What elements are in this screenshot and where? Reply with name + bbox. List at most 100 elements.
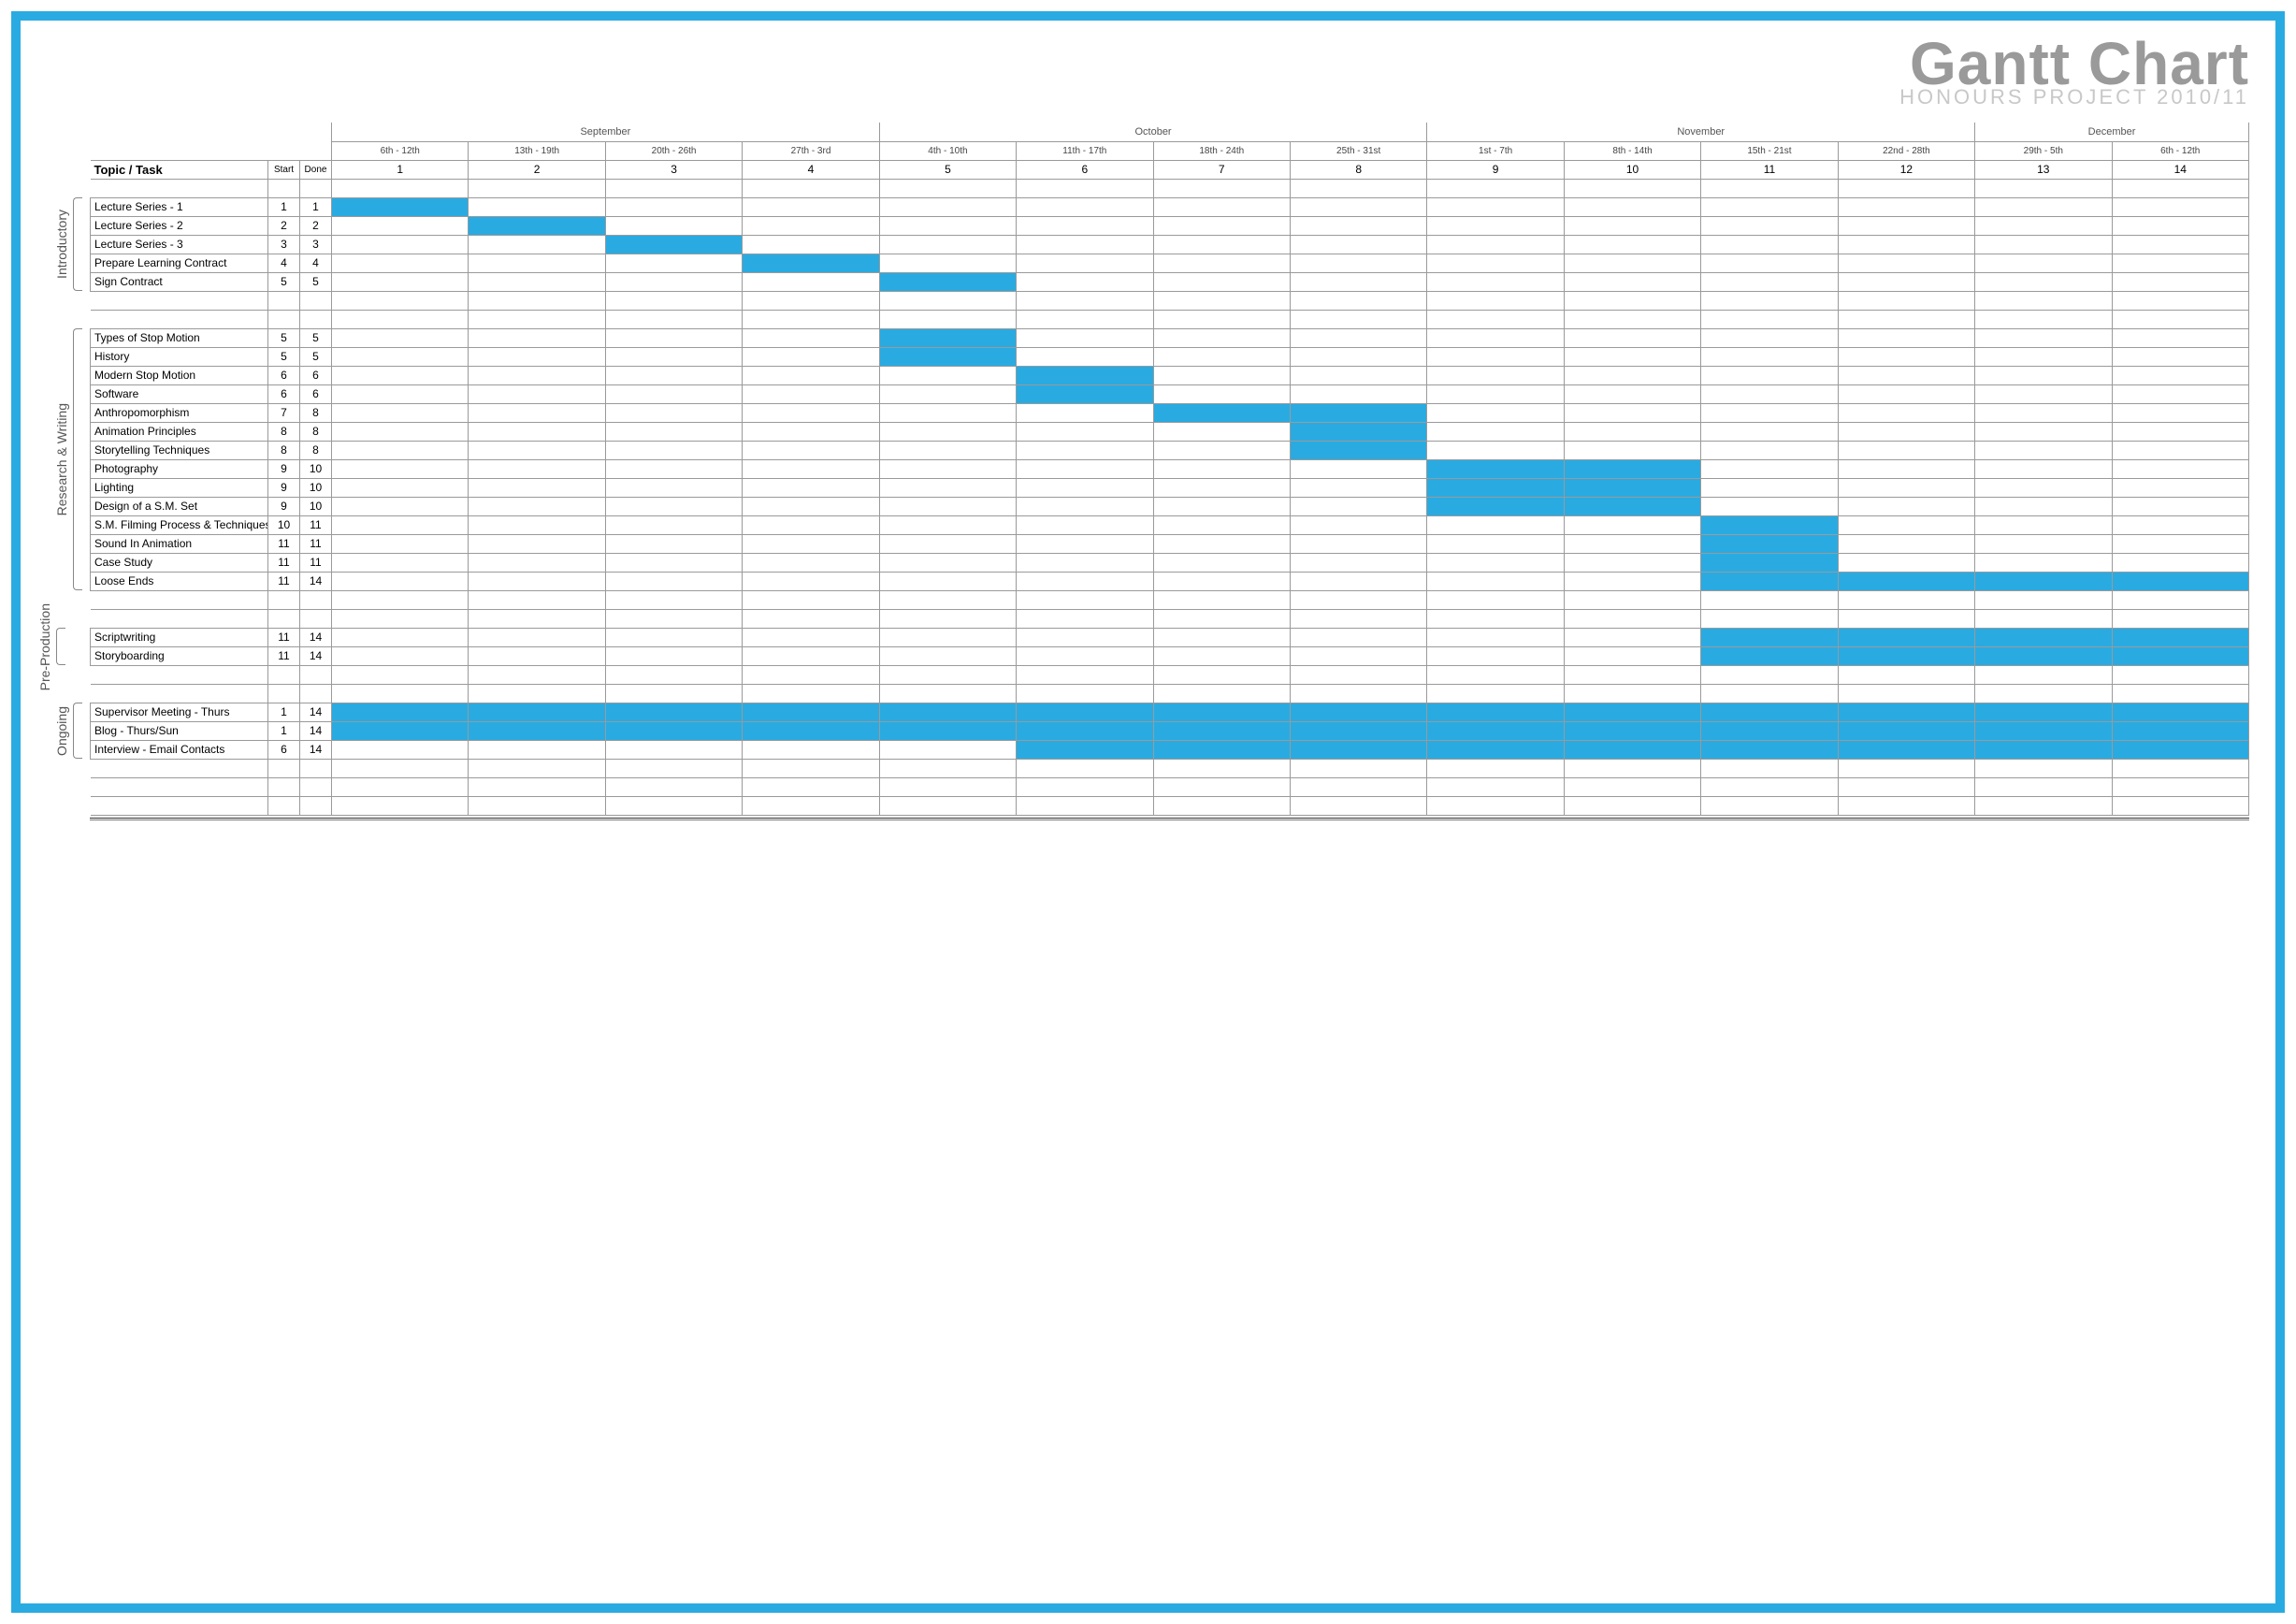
gantt-bar-cell xyxy=(1290,703,1426,721)
column-header-task: Topic / Task xyxy=(91,160,268,179)
gantt-bar-cell xyxy=(1838,703,1974,721)
task-label: Lighting xyxy=(91,478,268,497)
week-range-header: 27th - 3rd xyxy=(743,141,879,160)
task-start: 11 xyxy=(268,572,300,590)
gantt-bar-cell xyxy=(2112,628,2249,646)
gantt-bar-cell xyxy=(1701,553,1838,572)
task-done: 10 xyxy=(300,497,332,515)
page-frame: Gantt Chart HONOURS PROJECT 2010/11 Intr… xyxy=(11,11,2285,1613)
task-start: 5 xyxy=(268,272,300,291)
task-row: Storytelling Techniques88 xyxy=(91,441,2249,459)
gantt-bar-cell xyxy=(1701,646,1838,665)
section-bracket xyxy=(73,703,82,759)
gantt-bar-cell xyxy=(1701,721,1838,740)
week-number-header: 8 xyxy=(1290,160,1426,179)
gantt-bar-cell xyxy=(1564,740,1700,759)
task-done: 8 xyxy=(300,403,332,422)
task-label: Photography xyxy=(91,459,268,478)
task-start: 10 xyxy=(268,515,300,534)
week-range-header: 13th - 19th xyxy=(469,141,605,160)
week-number-header: 9 xyxy=(1427,160,1564,179)
task-label: Modern Stop Motion xyxy=(91,366,268,384)
task-start: 9 xyxy=(268,459,300,478)
task-start: 11 xyxy=(268,534,300,553)
gantt-bar-cell xyxy=(2112,572,2249,590)
task-start: 4 xyxy=(268,254,300,272)
task-start: 5 xyxy=(268,328,300,347)
task-start: 8 xyxy=(268,441,300,459)
gantt-bar-cell xyxy=(1017,703,1153,721)
week-range-header: 1st - 7th xyxy=(1427,141,1564,160)
task-label: Scriptwriting xyxy=(91,628,268,646)
gantt-bar-cell xyxy=(1975,646,2112,665)
task-label: Blog - Thurs/Sun xyxy=(91,721,268,740)
week-number-header: 1 xyxy=(332,160,469,179)
task-done: 14 xyxy=(300,646,332,665)
gantt-bar-cell xyxy=(1017,740,1153,759)
gantt-bar-cell xyxy=(469,216,605,235)
week-number-header: 5 xyxy=(879,160,1016,179)
task-row: Lecture Series - 333 xyxy=(91,235,2249,254)
gantt-bar-cell xyxy=(1701,572,1838,590)
gantt-bar-cell xyxy=(2112,703,2249,721)
task-label: Storytelling Techniques xyxy=(91,441,268,459)
gantt-bar-cell xyxy=(743,721,879,740)
gantt-bar-cell xyxy=(1290,403,1426,422)
gantt-bar-cell xyxy=(1701,628,1838,646)
gantt-bar-cell xyxy=(743,703,879,721)
task-start: 6 xyxy=(268,384,300,403)
task-start: 1 xyxy=(268,703,300,721)
gantt-bar-cell xyxy=(332,197,469,216)
gantt-bar-cell xyxy=(879,721,1016,740)
task-start: 6 xyxy=(268,366,300,384)
section-label-text: Research & Writing xyxy=(54,403,69,515)
task-row: Interview - Email Contacts614 xyxy=(91,740,2249,759)
gantt-bar-cell xyxy=(469,721,605,740)
task-row: Supervisor Meeting - Thurs114 xyxy=(91,703,2249,721)
gantt-bar-cell xyxy=(1017,384,1153,403)
page-subtitle: HONOURS PROJECT 2010/11 xyxy=(47,88,2249,107)
task-row: S.M. Filming Process & Techniques1011 xyxy=(91,515,2249,534)
title-block: Gantt Chart HONOURS PROJECT 2010/11 xyxy=(47,37,2249,106)
gantt-bar-cell xyxy=(1838,721,1974,740)
section-label: Ongoing xyxy=(47,703,77,759)
section-label: Research & Writing xyxy=(47,328,77,590)
task-label: Supervisor Meeting - Thurs xyxy=(91,703,268,721)
task-row: Sound In Animation1111 xyxy=(91,534,2249,553)
task-label: Sound In Animation xyxy=(91,534,268,553)
task-row: Software66 xyxy=(91,384,2249,403)
week-range-header: 22nd - 28th xyxy=(1838,141,1974,160)
gantt-bar-cell xyxy=(1838,628,1974,646)
gantt-bar-cell xyxy=(1564,703,1700,721)
gantt-bar-cell xyxy=(1153,740,1290,759)
section-label-text: Ongoing xyxy=(54,706,69,756)
gantt-bar-cell xyxy=(1290,441,1426,459)
task-done: 14 xyxy=(300,703,332,721)
task-row: Blog - Thurs/Sun114 xyxy=(91,721,2249,740)
gantt-bar-cell xyxy=(1975,703,2112,721)
gantt-table: SeptemberOctoberNovemberDecember6th - 12… xyxy=(90,123,2249,816)
gantt-bar-cell xyxy=(605,235,742,254)
task-label: Prepare Learning Contract xyxy=(91,254,268,272)
week-range-header: 6th - 12th xyxy=(332,141,469,160)
task-done: 11 xyxy=(300,534,332,553)
task-done: 6 xyxy=(300,366,332,384)
task-done: 14 xyxy=(300,721,332,740)
task-start: 6 xyxy=(268,740,300,759)
gantt-bar-cell xyxy=(1153,403,1290,422)
task-done: 14 xyxy=(300,572,332,590)
task-done: 8 xyxy=(300,422,332,441)
gantt-bar-cell xyxy=(1975,740,2112,759)
task-start: 2 xyxy=(268,216,300,235)
task-row: Design of a S.M. Set910 xyxy=(91,497,2249,515)
section-labels: IntroductoryResearch & WritingPre-Produc… xyxy=(47,123,90,820)
task-done: 11 xyxy=(300,515,332,534)
week-range-header: 15th - 21st xyxy=(1701,141,1838,160)
gantt-bar-cell xyxy=(1975,572,2112,590)
week-range-header: 18th - 24th xyxy=(1153,141,1290,160)
section-bracket xyxy=(73,328,82,590)
gantt-container: IntroductoryResearch & WritingPre-Produc… xyxy=(47,123,2249,820)
week-range-header: 6th - 12th xyxy=(2112,141,2249,160)
task-done: 14 xyxy=(300,628,332,646)
gantt-bar-cell xyxy=(1290,740,1426,759)
